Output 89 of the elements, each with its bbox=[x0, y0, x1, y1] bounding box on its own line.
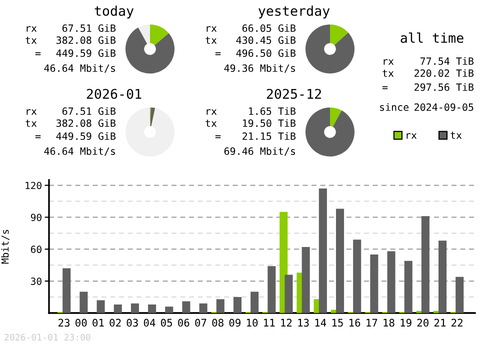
bar bbox=[302, 247, 310, 313]
bar bbox=[353, 240, 362, 313]
y-tick-label: 30 bbox=[31, 278, 42, 285]
bar bbox=[456, 276, 464, 313]
bar bbox=[182, 301, 190, 313]
x-tick-label: 06 bbox=[178, 318, 190, 327]
bar bbox=[216, 299, 224, 313]
bar bbox=[165, 306, 174, 313]
x-tick-label: 23 bbox=[58, 318, 70, 327]
text: 69.46 Mbit/s bbox=[224, 147, 296, 156]
bar bbox=[370, 254, 378, 313]
y-axis-title: Mbit/s bbox=[1, 230, 10, 264]
x-tick-label: 20 bbox=[417, 318, 428, 327]
x-tick-label: 22 bbox=[452, 318, 462, 327]
text: rx 67.51 GiB bbox=[26, 107, 116, 115]
donut-slice bbox=[138, 24, 150, 44]
text: = 496.50 GiB bbox=[215, 49, 296, 57]
x-tick-label: 08 bbox=[212, 318, 224, 327]
bar bbox=[421, 216, 430, 313]
text: tx 19.50 TiB bbox=[206, 119, 296, 127]
bar bbox=[268, 266, 276, 313]
bar bbox=[387, 251, 396, 313]
bar bbox=[336, 208, 344, 313]
donut-slice bbox=[305, 24, 355, 74]
text: = 449.59 GiB bbox=[35, 132, 116, 140]
chart-title: 2026-01 bbox=[86, 88, 142, 99]
x-tick-label: 21 bbox=[434, 318, 446, 327]
x-tick-label: 11 bbox=[264, 318, 275, 327]
donut-slice bbox=[150, 24, 169, 46]
x-tick-label: 16 bbox=[350, 318, 360, 327]
bar bbox=[404, 260, 412, 313]
donut-slice bbox=[330, 24, 348, 46]
bar bbox=[130, 303, 139, 313]
bar bbox=[148, 304, 156, 313]
text: 46.64 Mbit/s bbox=[44, 147, 116, 156]
donut-slice bbox=[305, 107, 355, 157]
bar bbox=[250, 292, 259, 313]
text: 46.64 Mbit/s bbox=[44, 64, 116, 73]
text: tx 382.08 GiB bbox=[26, 119, 116, 127]
x-tick-label: 10 bbox=[246, 318, 258, 327]
chart-title: yesterday bbox=[258, 6, 330, 18]
x-tick-label: 09 bbox=[229, 318, 240, 327]
donut-slice bbox=[125, 107, 175, 157]
y-tick-label: 120 bbox=[26, 182, 42, 190]
text: 49.36 Mbit/s bbox=[224, 64, 296, 73]
x-tick-label: 05 bbox=[160, 318, 172, 327]
text: tx 382.08 GiB bbox=[26, 36, 116, 44]
text: all time bbox=[400, 32, 464, 43]
text: = 449.59 GiB bbox=[35, 49, 116, 57]
text: rx 77.54 TiB bbox=[384, 57, 474, 65]
x-tick-label: 07 bbox=[195, 318, 206, 327]
bar bbox=[62, 268, 71, 313]
x-tick-label: 00 bbox=[76, 318, 87, 327]
donut-slice bbox=[330, 107, 342, 127]
bar bbox=[438, 240, 447, 313]
x-tick-label: 19 bbox=[400, 318, 412, 327]
bar bbox=[233, 297, 242, 313]
donut-slice bbox=[125, 28, 175, 74]
legend-label: tx bbox=[450, 132, 462, 139]
x-tick-label: 18 bbox=[384, 318, 394, 327]
x-tick-label: 15 bbox=[332, 318, 343, 327]
x-tick-label: 02 bbox=[110, 318, 121, 327]
x-tick-label: 17 bbox=[366, 318, 378, 327]
text: = 297.56 TiB bbox=[382, 83, 474, 91]
donut-slice bbox=[150, 108, 156, 126]
x-tick-label: 12 bbox=[281, 318, 292, 327]
x-tick-label: 03 bbox=[126, 318, 138, 327]
bar bbox=[318, 188, 327, 313]
y-tick-label: 60 bbox=[30, 246, 42, 254]
x-tick-label: 01 bbox=[92, 318, 104, 327]
y-tick-label: 90 bbox=[30, 214, 42, 222]
bar bbox=[114, 304, 122, 313]
x-tick-label: 04 bbox=[144, 318, 156, 327]
text: = 21.15 TiB bbox=[215, 132, 296, 140]
text: rx 66.05 GiB bbox=[206, 24, 296, 32]
text: since 2024-09-05 bbox=[380, 103, 474, 111]
chart-title: 2025-12 bbox=[266, 88, 321, 99]
bar bbox=[80, 292, 88, 313]
bar bbox=[284, 274, 293, 313]
legend-label: rx bbox=[406, 133, 417, 139]
text: tx 430.45 GiB bbox=[206, 36, 296, 44]
text: tx 220.02 TiB bbox=[382, 69, 474, 77]
x-tick-label: 14 bbox=[315, 318, 326, 327]
bar bbox=[96, 300, 105, 313]
bar bbox=[199, 303, 208, 313]
text: rx 1.65 TiB bbox=[206, 107, 296, 115]
chart-title: today bbox=[94, 6, 134, 18]
x-tick-label: 13 bbox=[298, 318, 309, 327]
text: rx 67.51 GiB bbox=[26, 24, 116, 32]
